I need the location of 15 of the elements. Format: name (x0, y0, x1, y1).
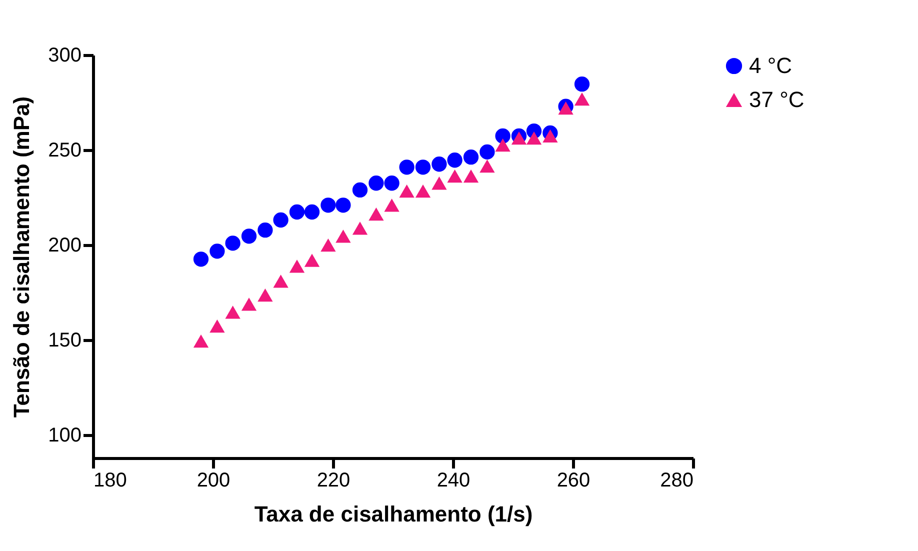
x-tick-label: 220 (316, 470, 350, 492)
y-tick-label: 200 (48, 234, 82, 257)
x-tick-label: 240 (436, 470, 470, 492)
x-tick-label: 260 (556, 470, 590, 492)
x-tick-label: 180 (94, 470, 127, 492)
y-tick-label: 250 (48, 140, 82, 162)
x-tick-label: 200 (196, 470, 230, 492)
legend-label: 37 °C (749, 87, 804, 112)
legend-label: 4 °C (749, 53, 792, 78)
y-tick-label: 300 (48, 44, 82, 66)
y-axis-title: Tensão de cisalhamento (mPa) (9, 96, 34, 418)
x-axis-title: Taxa de cisalhamento (1/s) (254, 502, 533, 526)
x-tick-label: 280 (660, 470, 694, 492)
y-tick-label: 100 (48, 424, 82, 447)
y-tick-label: 150 (48, 330, 82, 352)
